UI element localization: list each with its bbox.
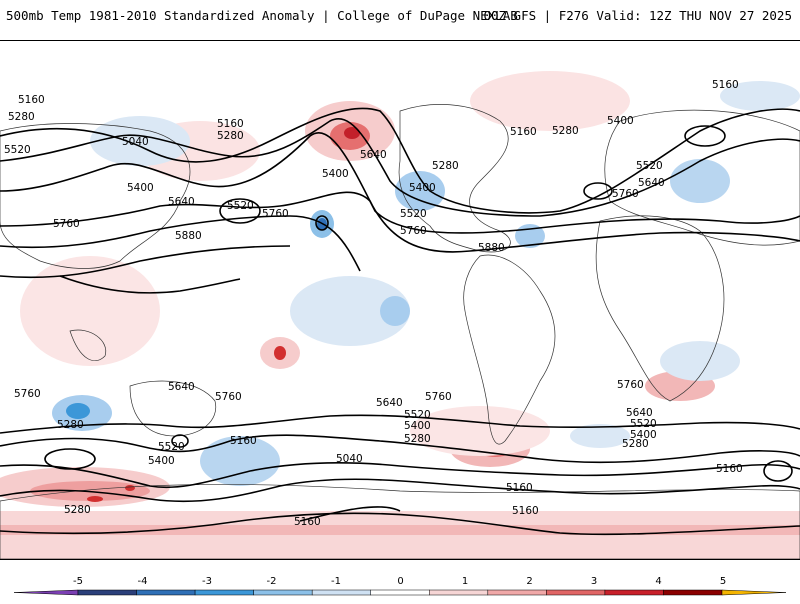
contour-label: 5160 bbox=[510, 126, 537, 138]
colorbar: -5 -4 -3 -2 -1 0 1 2 3 4 5 bbox=[0, 560, 800, 600]
contour-label: 5640 bbox=[626, 407, 653, 419]
colorbar-swatch bbox=[487, 589, 547, 596]
colorbar-swatch bbox=[546, 589, 606, 596]
contour-label: 5400 bbox=[607, 115, 634, 127]
contour-label: 5280 bbox=[57, 419, 84, 431]
coastlines bbox=[0, 104, 800, 559]
contour-label: 5040 bbox=[122, 136, 149, 148]
contour-label: 5760 bbox=[612, 188, 639, 200]
contour-label: 5640 bbox=[376, 397, 403, 409]
contour-label: 5760 bbox=[425, 391, 452, 403]
contour-label: 5400 bbox=[127, 182, 154, 194]
contour-label: 5520 bbox=[227, 200, 254, 212]
contour-label: 5160 bbox=[506, 482, 533, 494]
contour-label: 5280 bbox=[552, 125, 579, 137]
map-title: 500mb Temp 1981-2010 Standardized Anomal… bbox=[6, 8, 518, 23]
contour-label: 5880 bbox=[175, 230, 202, 242]
contour-label: 5040 bbox=[336, 453, 363, 465]
map-panel: 5160 5280 5520 5040 5400 5160 5280 5640 … bbox=[0, 40, 800, 560]
contour-label: 5400 bbox=[148, 455, 175, 467]
contour-label: 5280 bbox=[622, 438, 649, 450]
contour-label: 5280 bbox=[217, 130, 244, 142]
colorbar-swatch bbox=[429, 589, 489, 596]
colorbar-tick-label: 2 bbox=[526, 576, 532, 587]
contour-label: 5400 bbox=[630, 429, 657, 441]
contour-label: 5400 bbox=[404, 420, 431, 432]
model-run-info: 00Z GFS | F276 Valid: 12Z THU NOV 27 202… bbox=[483, 8, 792, 23]
contour-label: 5400 bbox=[409, 182, 436, 194]
colorbar-tick-label: 4 bbox=[655, 576, 661, 587]
colorbar-swatches bbox=[13, 589, 787, 596]
colorbar-ticks: -5 -4 -3 -2 -1 0 1 2 3 4 5 bbox=[73, 576, 726, 587]
contour-label: 5520 bbox=[636, 160, 663, 172]
colorbar-arrow-low bbox=[13, 589, 79, 596]
colorbar-tick-label: -3 bbox=[202, 576, 212, 587]
contour-label: 5160 bbox=[217, 118, 244, 130]
colorbar-tick-label: 3 bbox=[591, 576, 597, 587]
contour-label: 5640 bbox=[360, 149, 387, 161]
colorbar-swatch bbox=[77, 589, 137, 596]
colorbar-swatch bbox=[311, 589, 371, 596]
contour-label: 5640 bbox=[168, 381, 195, 393]
colorbar-tick-label: -2 bbox=[267, 576, 277, 587]
contour-label: 5160 bbox=[716, 463, 743, 475]
header: 500mb Temp 1981-2010 Standardized Anomal… bbox=[0, 0, 800, 30]
contour-label: 5280 bbox=[404, 433, 431, 445]
colorbar-tick-label: -1 bbox=[331, 576, 341, 587]
contour-label: 5760 bbox=[262, 208, 289, 220]
contour-label: 5760 bbox=[53, 218, 80, 230]
contour-label: 5760 bbox=[400, 225, 427, 237]
contour-label: 5160 bbox=[18, 94, 45, 106]
contour-label: 5760 bbox=[215, 391, 242, 403]
anomaly-map: 5160 5280 5520 5040 5400 5160 5280 5640 … bbox=[0, 71, 800, 559]
colorbar-tick-label: 0 bbox=[397, 576, 403, 587]
colorbar-tick-label: 5 bbox=[720, 576, 726, 587]
contour-label: 5520 bbox=[630, 418, 657, 430]
contour-label: 5280 bbox=[8, 111, 35, 123]
colorbar-swatch bbox=[604, 589, 664, 596]
colorbar-tick-label: -4 bbox=[138, 576, 148, 587]
contour-labels: 5160 5280 5520 5040 5400 5160 5280 5640 … bbox=[4, 79, 743, 528]
contour-label: 5160 bbox=[294, 516, 321, 528]
colorbar-swatch bbox=[253, 589, 313, 596]
colorbar-arrow-high bbox=[721, 589, 787, 596]
colorbar-tick-label: -5 bbox=[73, 576, 83, 587]
contour-label: 5400 bbox=[322, 168, 349, 180]
contour-label: 5760 bbox=[14, 388, 41, 400]
colorbar-swatch bbox=[663, 589, 723, 596]
contour-label: 5760 bbox=[617, 379, 644, 391]
contour-label: 5280 bbox=[64, 504, 91, 516]
colorbar-swatch bbox=[194, 589, 254, 596]
contour-label: 5640 bbox=[638, 177, 665, 189]
colorbar-swatch bbox=[136, 589, 196, 596]
contour-label: 5160 bbox=[230, 435, 257, 447]
contour-label: 5160 bbox=[712, 79, 739, 91]
contour-label: 5520 bbox=[4, 144, 31, 156]
contour-label: 5640 bbox=[168, 196, 195, 208]
contour-label: 5160 bbox=[512, 505, 539, 517]
height-contours bbox=[0, 107, 800, 536]
colorbar-swatch bbox=[370, 589, 430, 596]
contour-label: 5520 bbox=[400, 208, 427, 220]
contour-label: 5520 bbox=[158, 441, 185, 453]
contour-label: 5520 bbox=[404, 409, 431, 421]
contour-label: 5280 bbox=[432, 160, 459, 172]
contour-label: 5880 bbox=[478, 242, 505, 254]
colorbar-tick-label: 1 bbox=[462, 576, 468, 587]
colorbar-svg: -5 -4 -3 -2 -1 0 1 2 3 4 5 bbox=[13, 576, 787, 596]
